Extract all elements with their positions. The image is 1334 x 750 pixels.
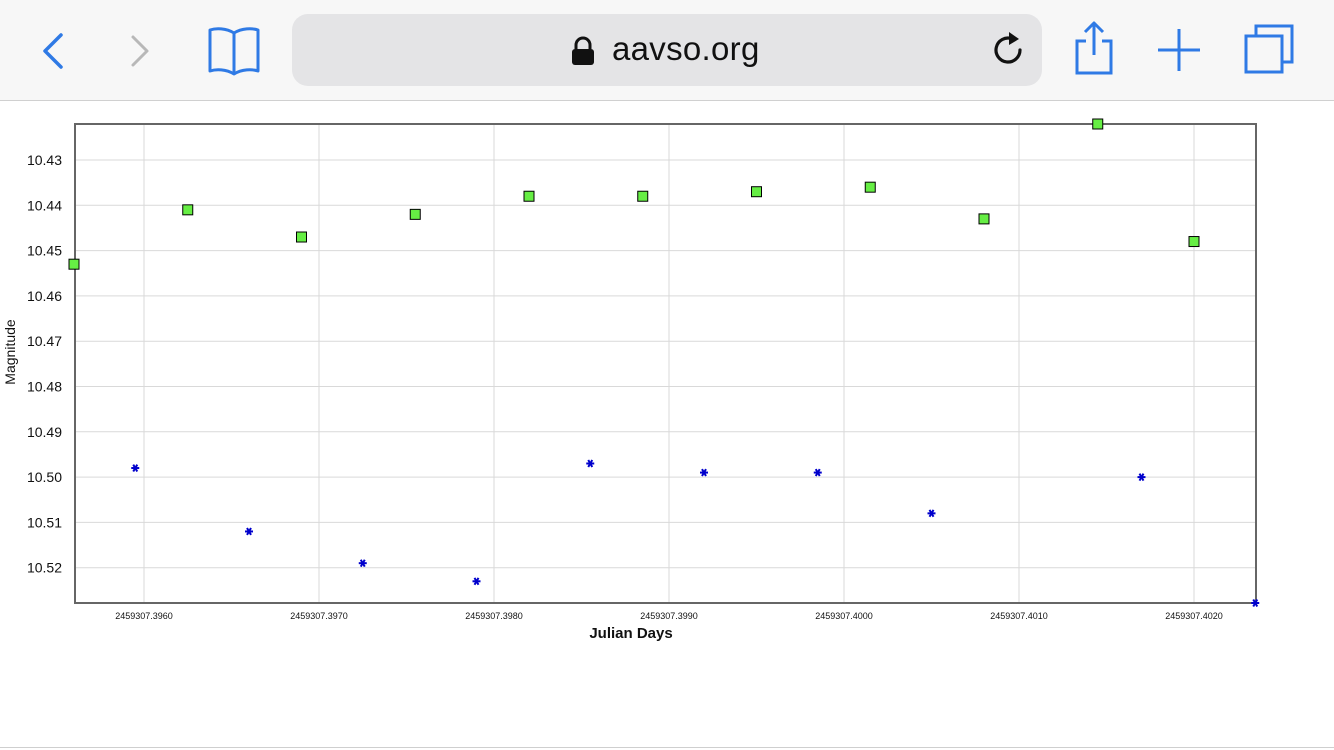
x-axis-label: Julian Days [589,625,672,642]
data-point-square [1092,118,1104,130]
back-button[interactable] [30,24,74,78]
star-stroke [1138,473,1145,482]
x-tick-label: 2459307.3960 [115,611,173,621]
y-tick-label: 10.43 [27,152,62,168]
new-tab-button[interactable] [1152,24,1206,76]
light-curve-chart: 10.43 10.44 10.45 10.46 10.47 10.48 10.49 10.50… [0,100,1334,660]
share-button[interactable] [1068,18,1120,78]
reload-button[interactable] [986,26,1030,74]
data-point-square [978,213,990,225]
share-icon [1075,21,1113,75]
address-bar[interactable] [292,14,1042,86]
data-point-star [699,468,708,477]
data-point-star [1137,473,1146,482]
x-tick-label: 2459307.3990 [640,611,698,621]
data-point-star [813,468,822,477]
data-point-square [295,231,307,243]
back-icon [43,33,63,69]
y-tick-label: 10.51 [27,514,62,530]
y-tick-label: 10.45 [27,243,62,259]
star-stroke [473,577,480,586]
plot-frame [74,123,1257,604]
data-point-square [182,204,194,216]
bookmarks-icon [208,27,260,76]
bookmarks-button[interactable] [204,24,264,78]
x-tick-label: 2459307.4000 [815,611,873,621]
data-point-star [358,559,367,568]
data-point-star [1251,599,1260,607]
y-tick-label: 10.52 [27,560,62,576]
y-tick-label: 10.46 [27,288,62,304]
y-axis-label: Magnitude [2,319,18,385]
data-point-square [523,190,535,202]
star-stroke [132,464,139,473]
star-stroke [359,559,366,568]
data-point-star [586,459,595,468]
lock-icon [572,36,594,65]
data-point-star [131,464,140,473]
x-tick-label: 2459307.3980 [465,611,523,621]
forward-icon [131,35,149,67]
data-point-square [750,186,762,198]
tabs-icon [1244,24,1294,74]
chart-svg: 10.43 10.44 10.45 10.46 10.47 10.48 10.49 10.50… [2,118,1260,642]
data-point-square [409,208,421,220]
data-point-square [68,258,80,270]
data-point-square [1188,236,1200,248]
new-tab-icon [1158,29,1200,71]
star-stroke [814,468,821,477]
page-divider [0,747,1334,748]
star-stroke [246,527,252,536]
x-tick-label: 2459307.4010 [990,611,1048,621]
y-tick-label: 10.50 [27,469,62,485]
y-tick-label: 10.49 [27,424,62,440]
x-tick-label: 2459307.4020 [1165,611,1223,621]
url-text: aavso.org [612,30,760,67]
star-stroke [1252,599,1259,607]
y-tick-label: 10.44 [27,197,62,213]
y-tick-label: 10.47 [27,333,62,349]
data-point-square [637,190,649,202]
data-point-star [472,577,481,586]
forward-button[interactable] [118,24,162,78]
data-point-star [927,509,936,518]
star-stroke [701,468,707,477]
y-tick-label: 10.48 [27,379,62,395]
x-tick-label: 2459307.3970 [290,611,348,621]
reload-icon [994,32,1022,64]
browser-toolbar: aavso.org [0,0,1334,101]
data-point-square [864,181,876,193]
tabs-button[interactable] [1240,20,1298,78]
star-stroke [587,459,594,468]
star-stroke [928,509,935,518]
data-point-star [244,527,253,536]
